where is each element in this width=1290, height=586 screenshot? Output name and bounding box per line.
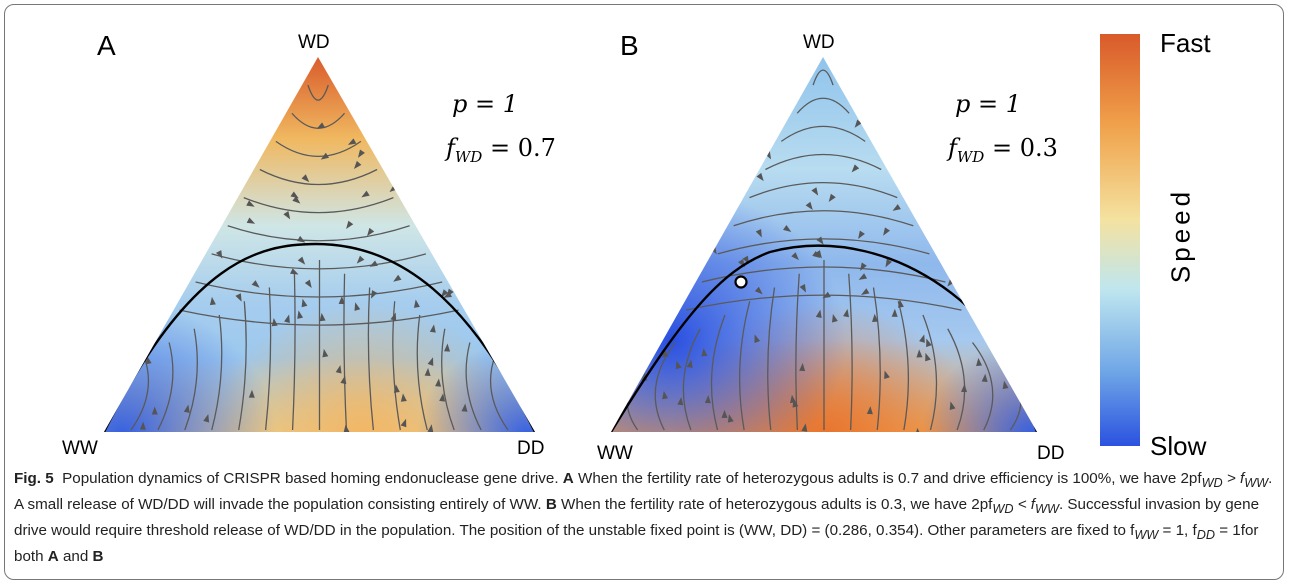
caption-title: Population dynamics of CRISPR based homi… (62, 470, 558, 487)
param-p-a: p = 1 (452, 90, 518, 118)
colorbar-bottom-label: Slow (1150, 431, 1206, 462)
unstable-fixed-point (736, 277, 747, 288)
vertex-wd-b: WD (803, 32, 835, 54)
caption-fig-label: Fig. 5 (14, 470, 54, 487)
vertex-ww-b: WW (597, 443, 633, 465)
panel-letter-a: A (97, 30, 116, 62)
param-f-b: fWD = 0.3 (948, 134, 1058, 166)
colorbar (1100, 34, 1140, 446)
vertex-ww-a: WW (62, 438, 98, 460)
colorbar-top-label: Fast (1160, 28, 1211, 59)
param-p-b: p = 1 (955, 90, 1021, 118)
param-f-a: fWD = 0.7 (446, 134, 556, 166)
figure-caption: Fig. 5 Population dynamics of CRISPR bas… (14, 468, 1276, 568)
vertex-wd-a: WD (298, 32, 330, 54)
vertex-dd-b: DD (1037, 443, 1064, 465)
panel-letter-b: B (620, 30, 639, 62)
vertex-dd-a: DD (517, 438, 544, 460)
colorbar-title: Speed (1166, 181, 1197, 291)
